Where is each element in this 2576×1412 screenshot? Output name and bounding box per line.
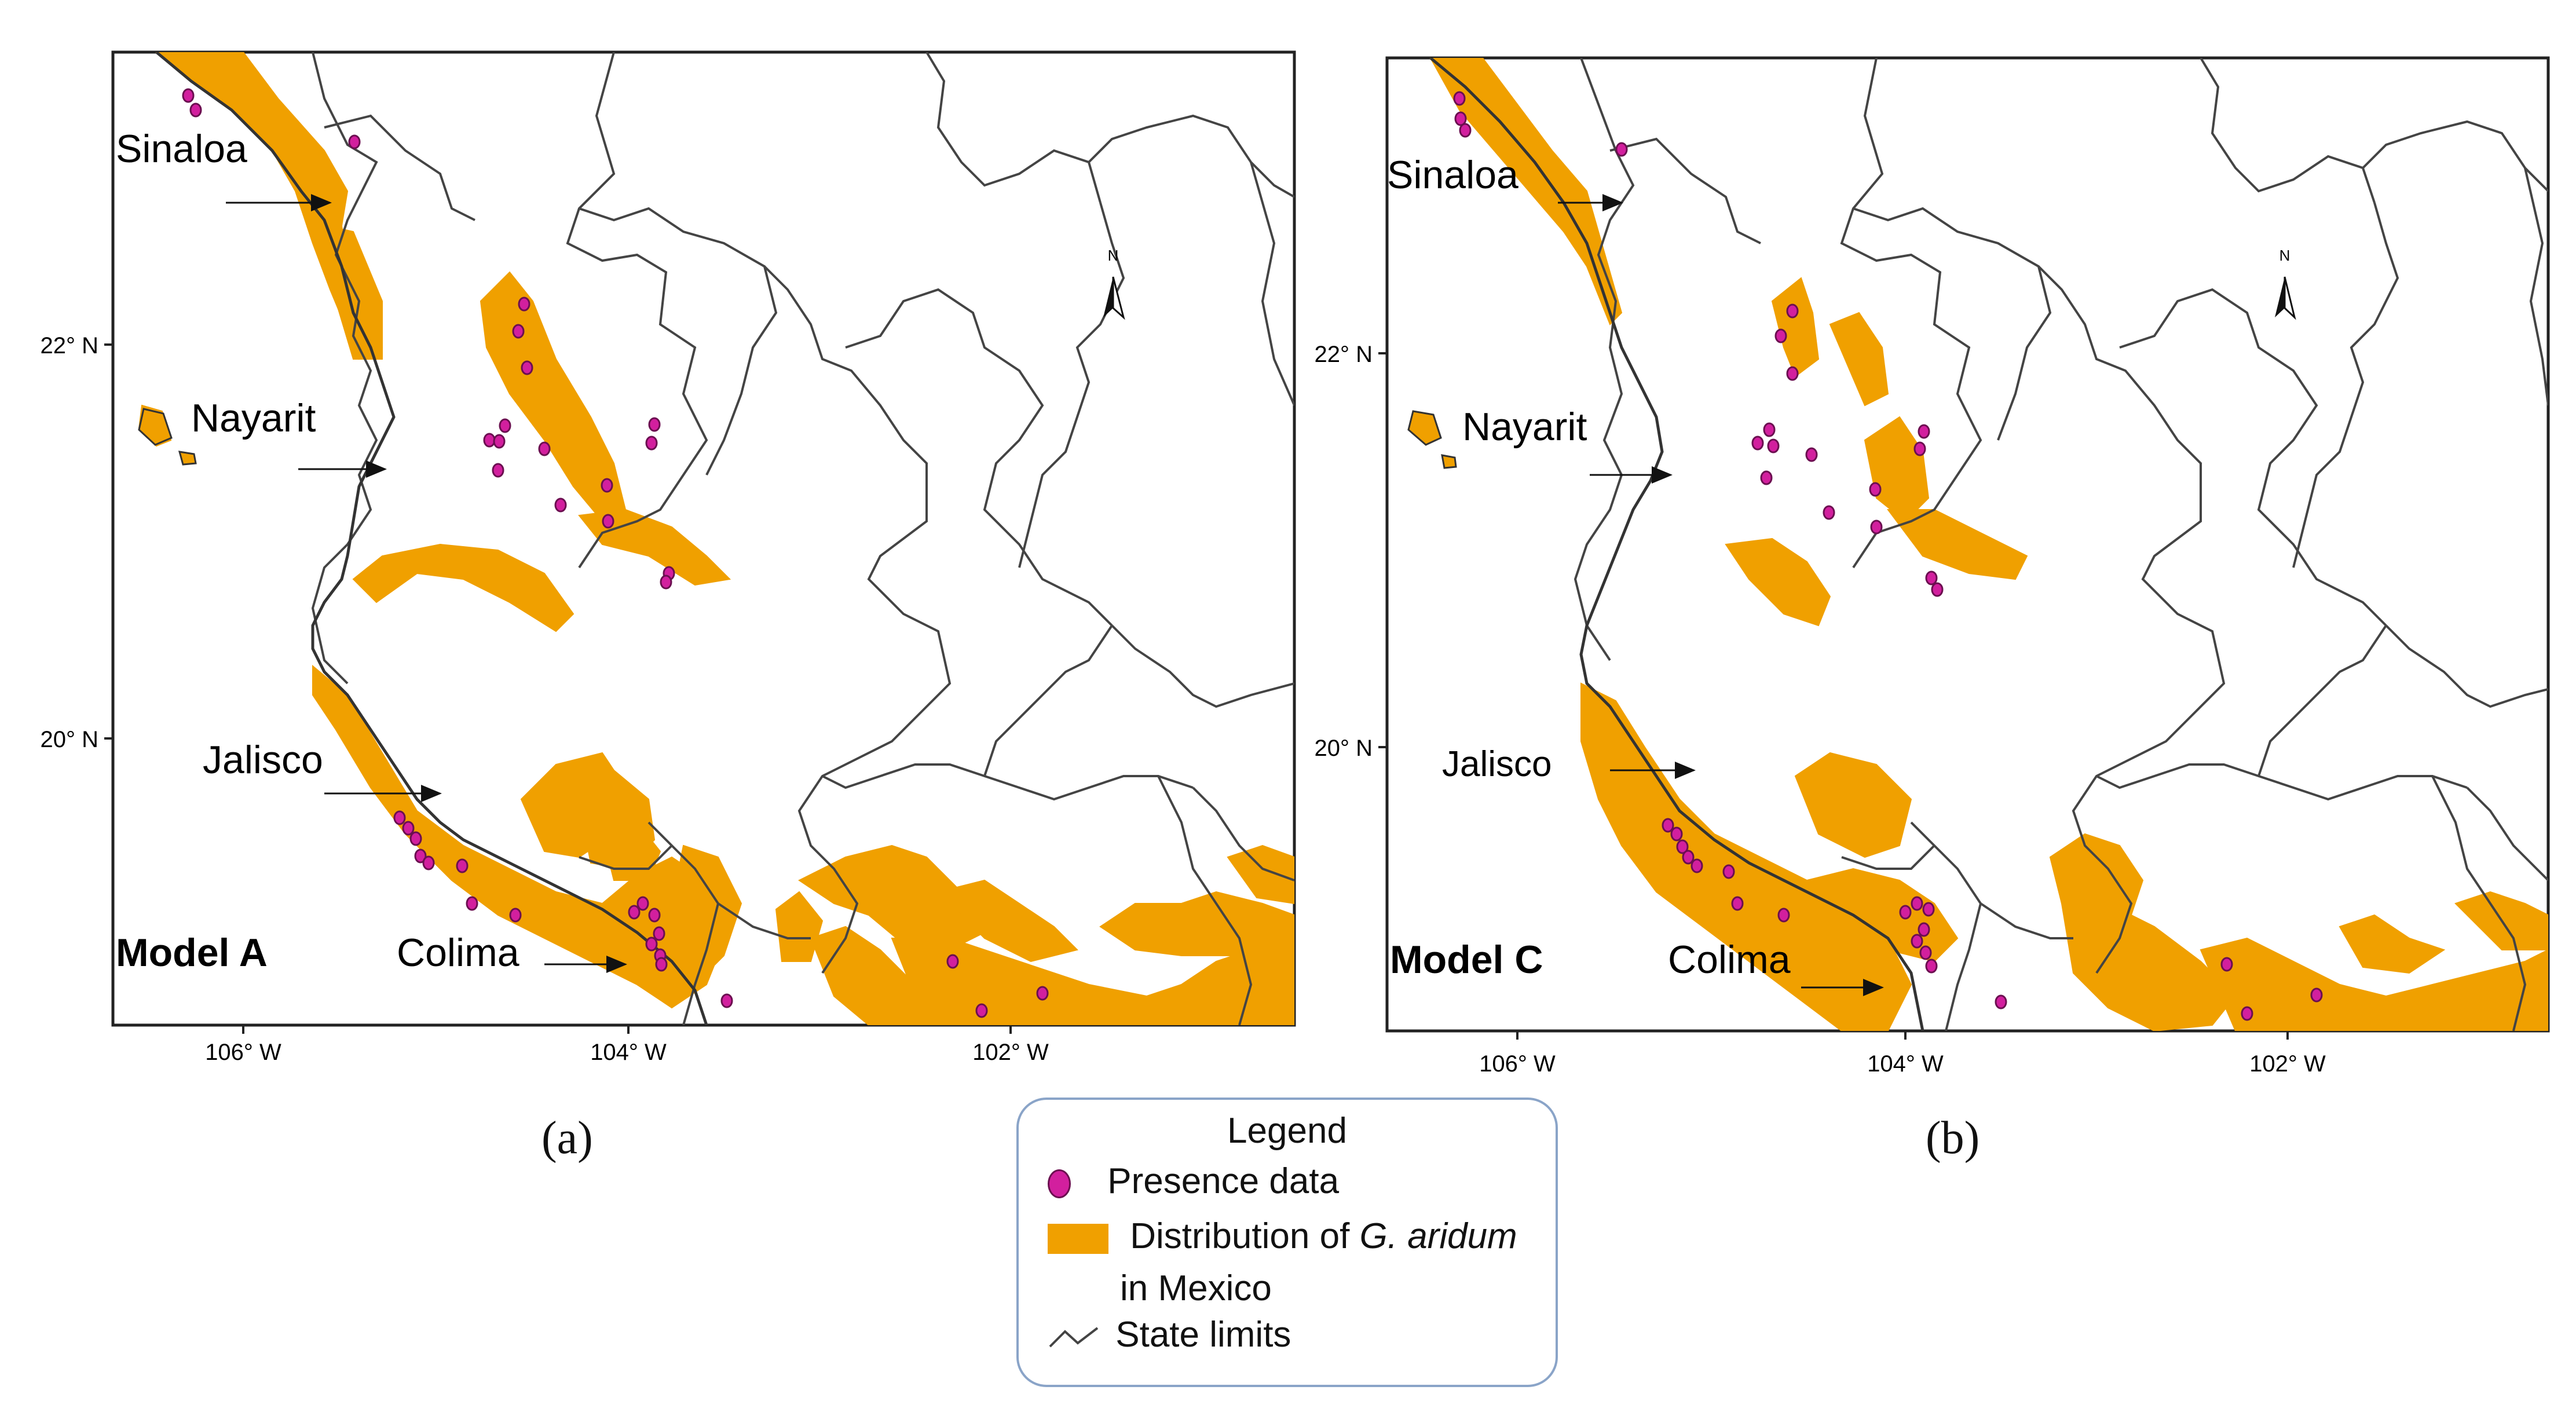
state-label-colima-a: Colima	[397, 931, 519, 975]
lon-tick-106-b: 106° W	[1479, 1051, 1556, 1077]
lat-tick-22-a: 22° N	[41, 333, 99, 359]
model-label-a: Model A	[116, 931, 268, 975]
map-panel-a: N Sinaloa Nayarit Jalisco Colima Model A…	[41, 50, 1296, 1065]
lon-tick-102-a: 102° W	[972, 1040, 1049, 1065]
ticks-a	[104, 343, 1012, 1034]
legend-title: Legend	[1227, 1111, 1347, 1151]
state-limits-a	[311, 52, 1294, 1025]
state-label-jalisco-b: Jalisco	[1442, 744, 1552, 784]
island-small-a	[178, 451, 197, 466]
island-small-b	[1441, 454, 1457, 469]
lat-tick-20-b: 20° N	[1315, 736, 1373, 761]
north-arrow-label: N	[1108, 247, 1119, 264]
state-limits-b	[1574, 58, 2548, 1031]
distribution-area-b	[1407, 58, 2548, 1031]
island-a	[138, 408, 173, 446]
state-limit-line-icon	[1049, 1327, 1099, 1348]
legend-distribution-species: G. aridum	[1359, 1216, 1517, 1256]
legend-row-state-limits: State limits	[1048, 1314, 1291, 1355]
ticks-b	[1378, 352, 2289, 1040]
lon-tick-106-a: 106° W	[205, 1040, 281, 1065]
panel-label-a: (a)	[541, 1113, 593, 1164]
lon-tick-102-b: 102° W	[2249, 1051, 2326, 1077]
north-arrow-icon: N	[1103, 247, 1125, 320]
state-label-nayarit-a: Nayarit	[191, 396, 316, 440]
presence-points-a	[182, 88, 1049, 1018]
island-b	[1407, 410, 1442, 446]
presence-dot-icon	[1048, 1169, 1071, 1198]
legend-distribution-suffix: in Mexico	[1120, 1268, 1272, 1308]
pointer-arrows-b	[1558, 194, 1884, 996]
model-label-b: Model C	[1390, 938, 1543, 982]
legend-row-presence: Presence data	[1048, 1161, 1339, 1202]
state-label-colima-b: Colima	[1668, 938, 1791, 982]
legend-state-limits-label: State limits	[1115, 1315, 1291, 1355]
legend-row-distribution: Distribution of G. aridum	[1048, 1216, 1517, 1257]
presence-points-b	[1453, 91, 2323, 1021]
north-arrow-label: N	[2279, 247, 2290, 264]
legend-distribution-prefix: Distribution of	[1130, 1216, 1360, 1256]
legend-presence-label: Presence data	[1107, 1161, 1340, 1201]
state-label-sinaloa-b: Sinaloa	[1387, 153, 1518, 197]
lon-tick-104-a: 104° W	[590, 1040, 667, 1065]
map-panel-b: N Sinaloa Nayarit Jalisco Colima Model C…	[1315, 56, 2550, 1077]
distribution-swatch-icon	[1048, 1223, 1108, 1254]
pointer-arrows-a	[226, 194, 627, 973]
state-label-nayarit-b: Nayarit	[1462, 405, 1587, 449]
coastline-a	[155, 52, 708, 1025]
lon-tick-104-b: 104° W	[1867, 1051, 1944, 1077]
legend-row-distribution-suffix: in Mexico	[1120, 1268, 1272, 1309]
lat-tick-20-a: 20° N	[41, 727, 99, 752]
legend: Legend Presence data Distribution of G. …	[1016, 1098, 1558, 1387]
state-label-sinaloa-a: Sinaloa	[116, 127, 247, 171]
panel-label-b: (b)	[1926, 1113, 1980, 1164]
state-label-jalisco-a: Jalisco	[203, 738, 323, 782]
north-arrow-icon: N	[2275, 247, 2296, 320]
coastline-b	[1429, 58, 1924, 1031]
lat-tick-22-b: 22° N	[1315, 342, 1373, 367]
